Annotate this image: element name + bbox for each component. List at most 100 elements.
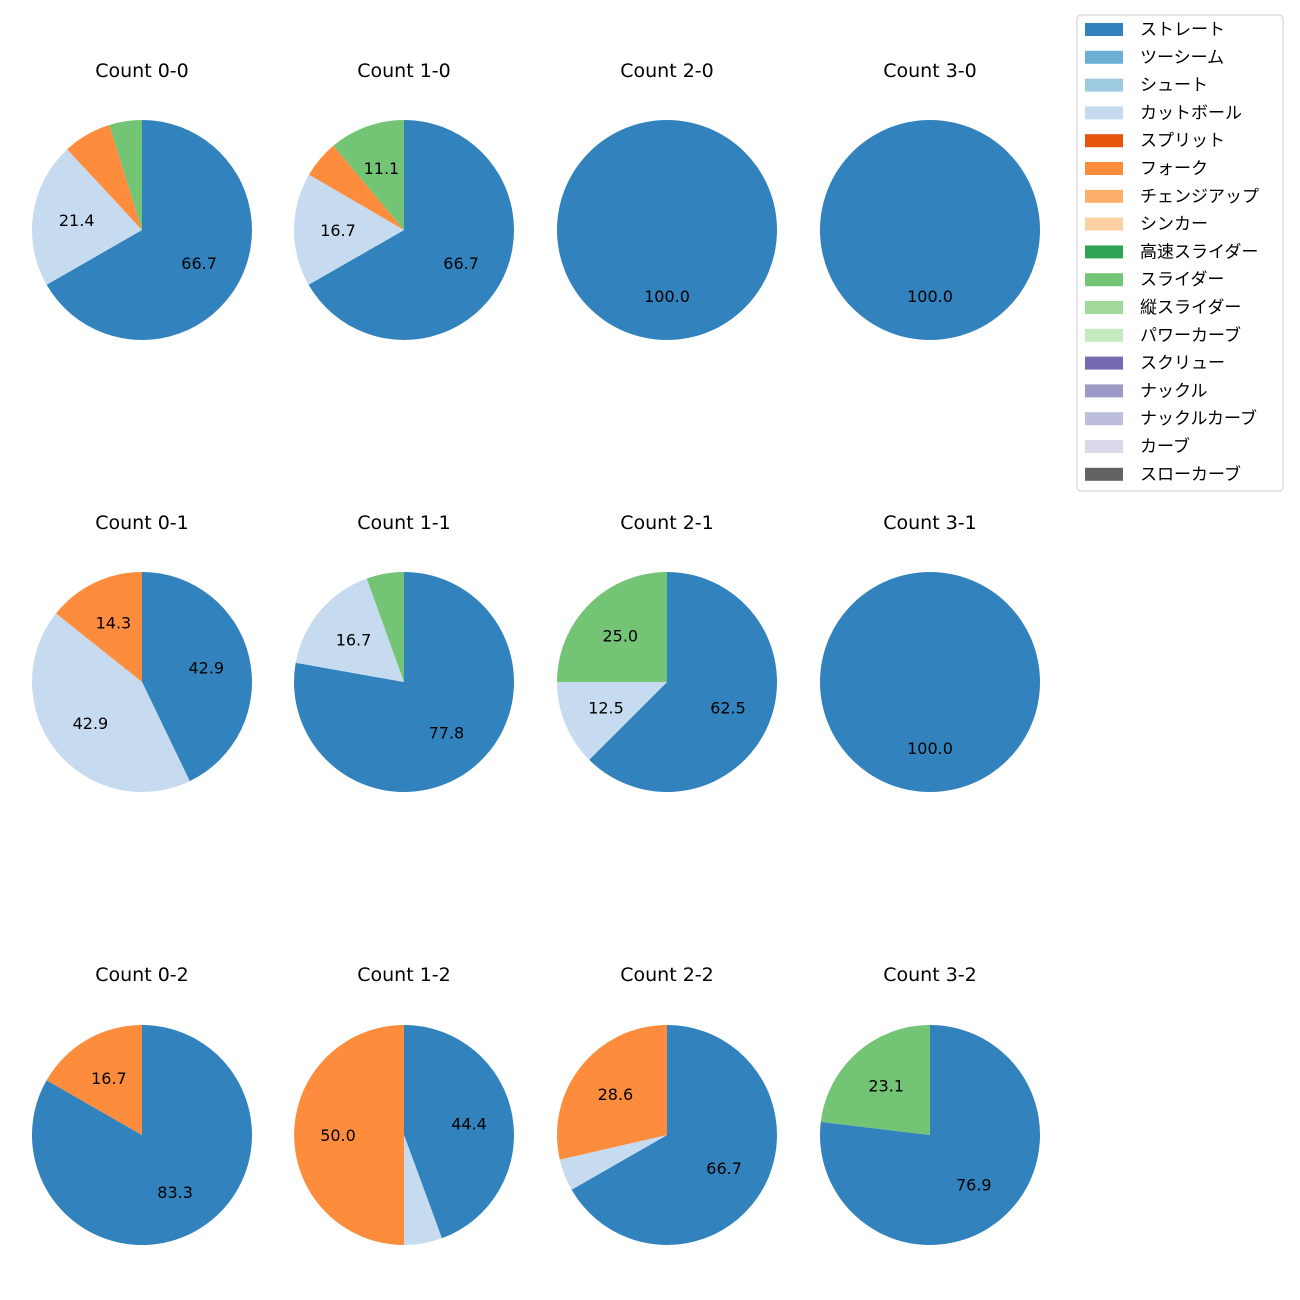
pie-slice-ストレート <box>820 572 1040 792</box>
legend-label: スクリュー <box>1140 354 1225 374</box>
pie-slice-カットボール <box>559 1135 667 1190</box>
legend-swatch <box>1085 23 1123 36</box>
pie-value-label: 66.7 <box>181 254 217 273</box>
pie-value-label: 44.4 <box>451 1114 487 1133</box>
pie-value-label: 21.4 <box>59 211 95 230</box>
pie-slice-ストレート <box>294 572 515 792</box>
pie-slice-ストレート <box>819 1025 1040 1245</box>
pie-value-label: 23.1 <box>868 1077 904 1096</box>
legend-swatch <box>1085 328 1123 342</box>
legend-swatch <box>1085 440 1123 453</box>
pie-title: Count 1-1 <box>357 512 451 534</box>
legend-swatch <box>1085 356 1123 370</box>
pie-chart: Count 3-0 100.0 <box>820 60 1040 340</box>
pie-title: Count 3-1 <box>883 512 977 534</box>
pie-slice-スライダー <box>366 572 404 682</box>
legend-label: ナックル <box>1140 381 1208 401</box>
pie-value-label: 14.3 <box>96 614 132 633</box>
pie-title: Count 2-0 <box>620 60 714 82</box>
pie-value-label: 16.7 <box>91 1069 127 1088</box>
pie-slice-スライダー <box>333 120 404 230</box>
legend-label: スプリット <box>1140 131 1225 151</box>
pie-title: Count 2-1 <box>620 512 714 534</box>
legend-label: フォーク <box>1140 159 1208 179</box>
legend-label: ナックルカーブ <box>1140 408 1257 429</box>
pie-slice-ストレート <box>557 120 777 340</box>
legend-label: カットボール <box>1140 103 1242 123</box>
pie-title: Count 0-0 <box>95 60 189 82</box>
legend-swatch <box>1085 301 1123 314</box>
pie-slice-フォーク <box>556 1025 667 1160</box>
pie-chart: Count 0-0 66.7 21.4 <box>31 60 252 340</box>
legend-swatch <box>1085 50 1123 64</box>
pie-value-label: 11.1 <box>364 159 400 178</box>
pie-chart: Count 3-2 76.9 23.1 <box>819 964 1040 1245</box>
pie-slice-フォーク <box>67 124 142 230</box>
legend-label: シンカー <box>1140 215 1208 235</box>
pie-value-label: 66.7 <box>443 254 479 273</box>
pie-title: Count 0-2 <box>95 964 189 986</box>
pie-slice-ストレート <box>142 572 253 782</box>
pie-slice-カットボール <box>32 613 190 793</box>
pie-value-label: 28.6 <box>598 1085 634 1104</box>
pie-value-label: 50.0 <box>320 1126 356 1145</box>
pie-slice-フォーク <box>46 1025 143 1135</box>
pie-chart: Count 1-0 66.7 16.7 11.1 <box>293 60 514 340</box>
pie-slice-フォーク <box>308 145 404 230</box>
legend: ストレートツーシームシュートカットボールスプリットフォークチェンジアップシンカー… <box>1076 14 1284 492</box>
legend-swatch <box>1085 245 1123 259</box>
pie-slice-スライダー <box>557 572 667 682</box>
pie-value-label: 83.3 <box>157 1183 193 1202</box>
pie-value-label: 62.5 <box>710 698 746 717</box>
pie-value-label: 42.9 <box>73 714 109 733</box>
pie-slice-ストレート <box>404 1025 514 1239</box>
pie-slice-ストレート <box>571 1025 777 1245</box>
legend-swatch <box>1085 134 1123 148</box>
pie-slice-カットボール <box>293 174 404 285</box>
pie-title: Count 3-2 <box>883 964 977 986</box>
pie-value-label: 12.5 <box>588 698 624 717</box>
legend-label: パワーカーブ <box>1140 325 1241 346</box>
legend-swatch <box>1085 412 1123 426</box>
pie-value-label: 100.0 <box>907 739 953 758</box>
pie-slice-フォーク <box>294 1025 404 1245</box>
pie-chart: Count 0-2 83.3 16.7 <box>31 964 252 1246</box>
pie-title: Count 2-2 <box>620 964 714 986</box>
legend-label: カーブ <box>1140 436 1190 457</box>
pie-slice-カットボール <box>295 578 404 682</box>
pie-slice-カットボール <box>404 1135 442 1245</box>
pie-chart: Count 3-1 100.0 <box>820 512 1040 792</box>
legend-swatch <box>1085 467 1123 481</box>
legend-label: 縦スライダー <box>1140 298 1241 318</box>
pie-title: Count 3-0 <box>883 60 977 82</box>
legend-label: ストレート <box>1140 20 1225 40</box>
pie-title: Count 0-1 <box>95 512 189 534</box>
pie-chart: Count 1-1 77.8 16.7 <box>294 512 515 792</box>
legend-label: シュート <box>1140 76 1208 96</box>
legend-label: ツーシーム <box>1140 48 1224 68</box>
legend-swatch <box>1085 189 1123 203</box>
legend-label: スローカーブ <box>1140 464 1241 485</box>
legend-swatch <box>1085 217 1123 231</box>
pie-slice-ストレート <box>31 1025 252 1246</box>
pie-value-label: 25.0 <box>602 626 638 645</box>
legend-swatch <box>1085 106 1123 120</box>
pie-slice-スライダー <box>820 1025 930 1135</box>
legend-label: 高速スライダー <box>1140 242 1258 262</box>
pie-title: Count 1-2 <box>357 964 451 986</box>
pie-slice-フォーク <box>56 572 142 682</box>
pie-slice-スライダー <box>109 120 142 230</box>
legend-label: スライダー <box>1140 270 1224 290</box>
pie-slice-ストレート <box>308 120 514 340</box>
pie-value-label: 76.9 <box>956 1175 992 1194</box>
pie-slice-カットボール <box>31 149 143 285</box>
pie-title: Count 1-0 <box>357 60 451 82</box>
pie-slice-カットボール <box>557 682 667 760</box>
legend-swatch <box>1085 78 1123 92</box>
pie-chart: Count 2-2 66.7 28.6 <box>556 964 777 1245</box>
pie-slice-ストレート <box>589 572 778 792</box>
pie-value-label: 100.0 <box>907 287 953 306</box>
pie-value-label: 77.8 <box>429 724 465 743</box>
legend-label: チェンジアップ <box>1140 187 1259 207</box>
